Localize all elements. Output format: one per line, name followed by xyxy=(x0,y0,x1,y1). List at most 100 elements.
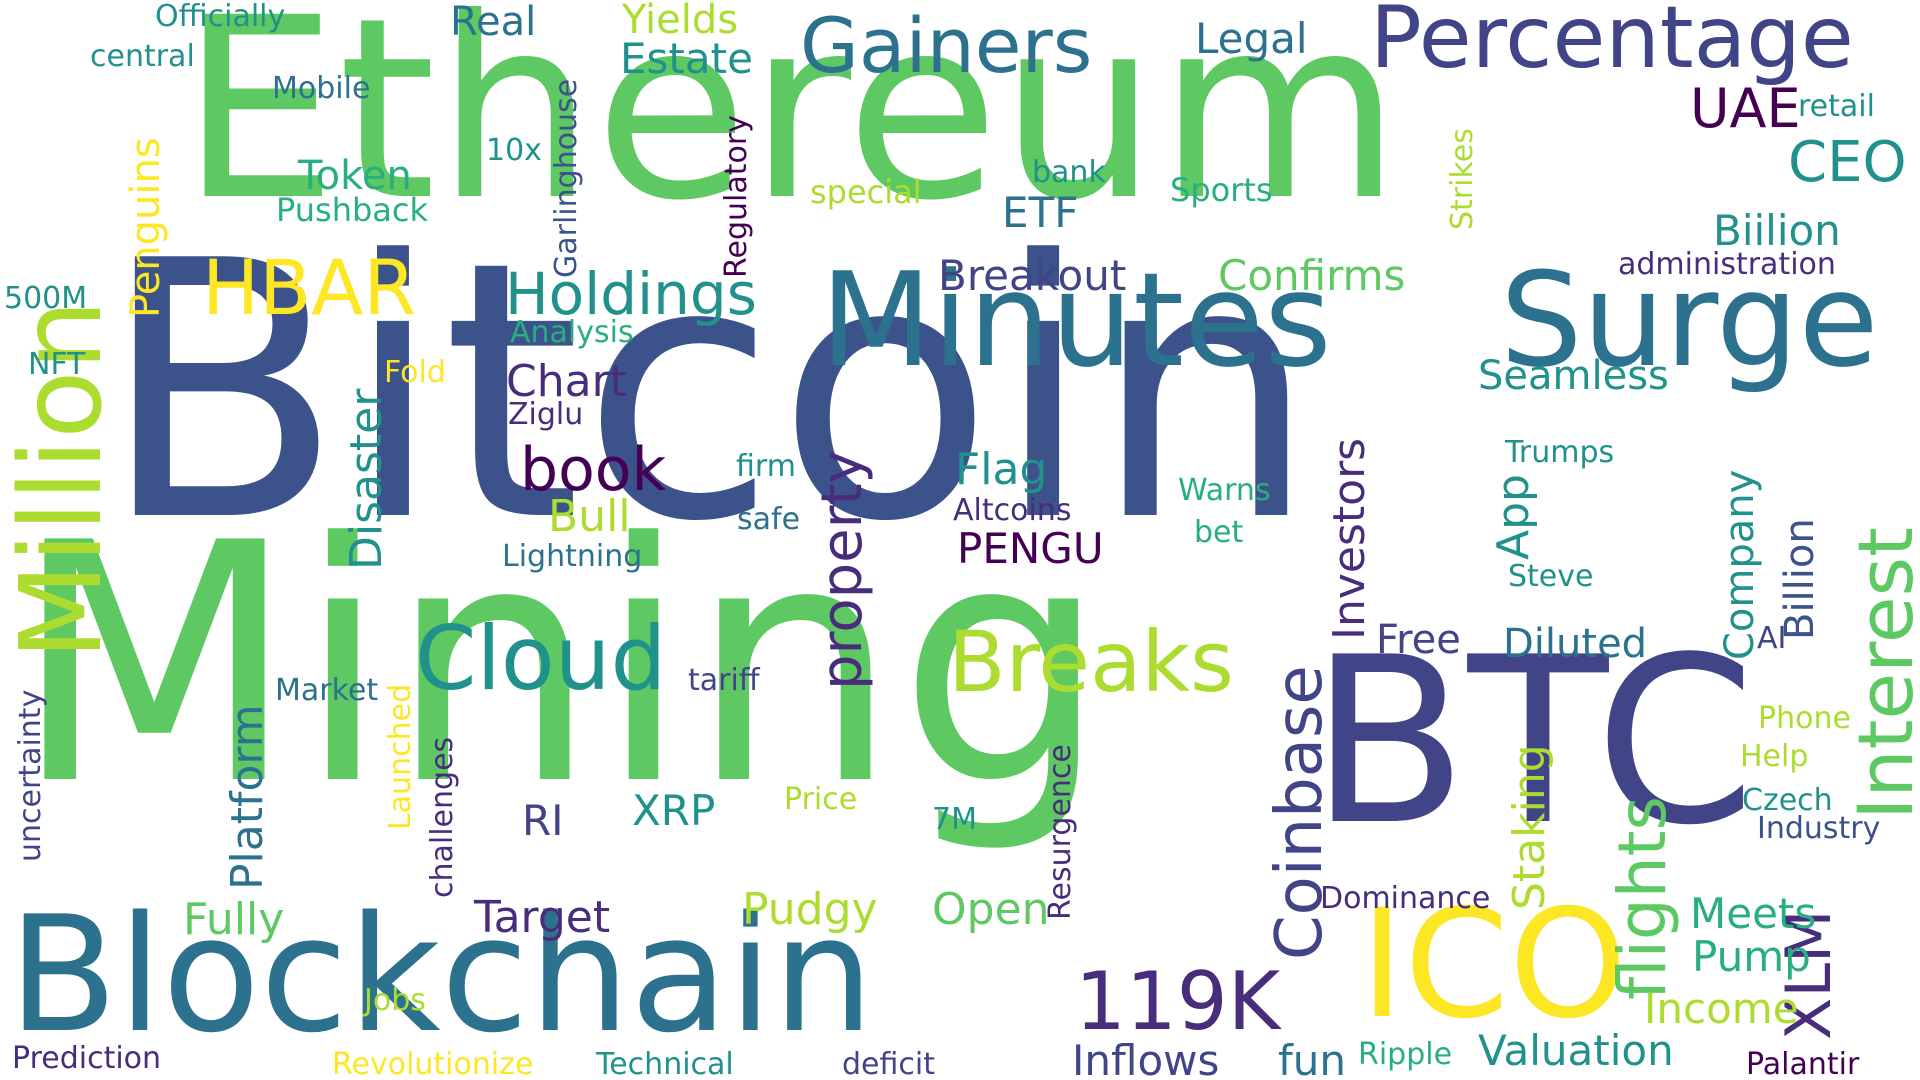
word-breakout: Breakout xyxy=(938,251,1127,300)
word-diluted: Diluted xyxy=(1503,621,1648,667)
word-challenges: challenges xyxy=(425,736,460,898)
word-help: Help xyxy=(1740,739,1809,774)
word-palantir: Palantir xyxy=(1746,1047,1860,1080)
word-firm: firm xyxy=(736,449,796,484)
word-119k: 119K xyxy=(1075,955,1281,1048)
word-altcoins: Altcoins xyxy=(953,493,1072,528)
word-legal: Legal xyxy=(1195,14,1308,63)
word-gainers: Gainers xyxy=(800,1,1093,90)
word-uae: UAE xyxy=(1690,77,1801,140)
word-analysis: Analysis xyxy=(510,315,634,350)
word-token: Token xyxy=(298,153,412,199)
word-fold: Fold xyxy=(384,355,446,390)
word-launched: Launched xyxy=(383,683,418,830)
word-inflows: Inflows xyxy=(1072,1036,1220,1080)
word-book: book xyxy=(520,435,667,505)
word-platform: Platform xyxy=(222,704,273,890)
word-administration: administration xyxy=(1618,247,1836,282)
word-officially: Officially xyxy=(155,0,286,34)
word-market: Market xyxy=(275,673,379,708)
word-prediction: Prediction xyxy=(12,1041,162,1076)
word-phone: Phone xyxy=(1758,701,1851,736)
word-ripple: Ripple xyxy=(1358,1037,1453,1072)
word-pudgy: Pudgy xyxy=(742,884,878,935)
word-real: Real xyxy=(450,0,537,45)
word-flag: Flag xyxy=(955,444,1048,495)
word-ico: ICO xyxy=(1360,878,1628,1052)
word-7m: 7M xyxy=(932,802,977,837)
word-pushback: Pushback xyxy=(276,191,429,229)
word-ethereum: Ethereum xyxy=(180,0,1402,255)
word-pump: Pump xyxy=(1692,932,1811,981)
word-open: Open xyxy=(932,884,1050,935)
word-btc: BTC xyxy=(1310,609,1756,876)
word-surge: Surge xyxy=(1500,244,1879,396)
word-investors: Investors xyxy=(1324,437,1375,640)
word-biilion: Biilion xyxy=(1713,206,1841,255)
word-meets: Meets xyxy=(1690,889,1817,938)
word-income: Income xyxy=(1644,984,1799,1033)
word-lightning: Lightning xyxy=(502,539,643,574)
word-central: central xyxy=(90,39,195,74)
word-sports: Sports xyxy=(1170,171,1273,209)
word-safe: safe xyxy=(737,502,801,537)
word-fully: Fully xyxy=(183,894,285,945)
word-valuation: Valuation xyxy=(1478,1026,1674,1075)
word-chart: Chart xyxy=(506,356,627,407)
word-app: App xyxy=(1488,474,1539,560)
word-special: special xyxy=(810,173,922,211)
word-ri: RI xyxy=(522,796,564,845)
word-regulatory: Regulatory xyxy=(719,115,754,278)
word-jobs: Jobs xyxy=(364,983,426,1018)
word-tariff: tariff xyxy=(688,663,760,698)
word-etf: ETF xyxy=(1002,188,1079,237)
word-price: Price xyxy=(784,782,858,817)
word-bank: bank xyxy=(1032,155,1106,190)
word-uncertainty: uncertainty xyxy=(13,689,48,862)
word-10x: 10x xyxy=(486,133,542,168)
word-percentage: Percentage xyxy=(1370,0,1854,88)
word-mining: Mining xyxy=(12,473,1108,857)
word-bet: bet xyxy=(1194,515,1244,550)
word-holdings: Holdings xyxy=(505,260,757,328)
word-retail: retail xyxy=(1798,89,1875,124)
word-revolutionize: Revolutionize xyxy=(332,1047,534,1080)
word-fun: fun xyxy=(1278,1036,1347,1080)
word-500m: 500M xyxy=(4,281,88,316)
word-property: property xyxy=(810,450,875,690)
word-dominance: Dominance xyxy=(1320,881,1491,916)
word-minutes: Minutes xyxy=(820,244,1332,396)
word-bitcoin: Bitcoin xyxy=(100,185,1318,599)
word-resurgence: Resurgence xyxy=(1043,744,1078,920)
word-nft: NFT xyxy=(28,347,86,382)
word-warns: Warns xyxy=(1178,473,1271,508)
word-breaks: Breaks xyxy=(948,613,1234,711)
word-ceo: CEO xyxy=(1788,130,1907,195)
word-strikes: Strikes xyxy=(1445,128,1480,230)
word-company: Company xyxy=(1717,469,1763,660)
word-trumps: Trumps xyxy=(1505,435,1615,470)
word-deficit: deficit xyxy=(842,1047,935,1080)
word-industry: Industry xyxy=(1757,811,1881,846)
word-billion: Billion xyxy=(1777,518,1823,640)
word-steve: Steve xyxy=(1508,559,1594,594)
word-blockchain: Blockchain xyxy=(8,881,875,1068)
word-estate: Estate xyxy=(620,34,753,83)
word-interest: Interest xyxy=(1841,527,1920,820)
word-xrp: XRP xyxy=(632,786,716,835)
word-technical: Technical xyxy=(596,1047,734,1080)
word-penguins: Penguins xyxy=(123,137,169,318)
word-confirms: Confirms xyxy=(1218,251,1406,300)
word-target: Target xyxy=(474,892,611,943)
word-disaster: Disaster xyxy=(341,388,392,570)
word-staking: Staking xyxy=(1504,744,1555,910)
word-garlinghouse: Garlinghouse xyxy=(549,78,584,278)
word-mobile: Mobile xyxy=(272,71,371,106)
word-pengu: PENGU xyxy=(957,524,1104,573)
word-cloud-term: Cloud xyxy=(415,607,667,710)
word-flights: flights xyxy=(1604,796,1681,1000)
word-seamless: Seamless xyxy=(1478,353,1669,399)
word-yields: Yields xyxy=(622,0,739,43)
word-free: Free xyxy=(1376,617,1461,663)
